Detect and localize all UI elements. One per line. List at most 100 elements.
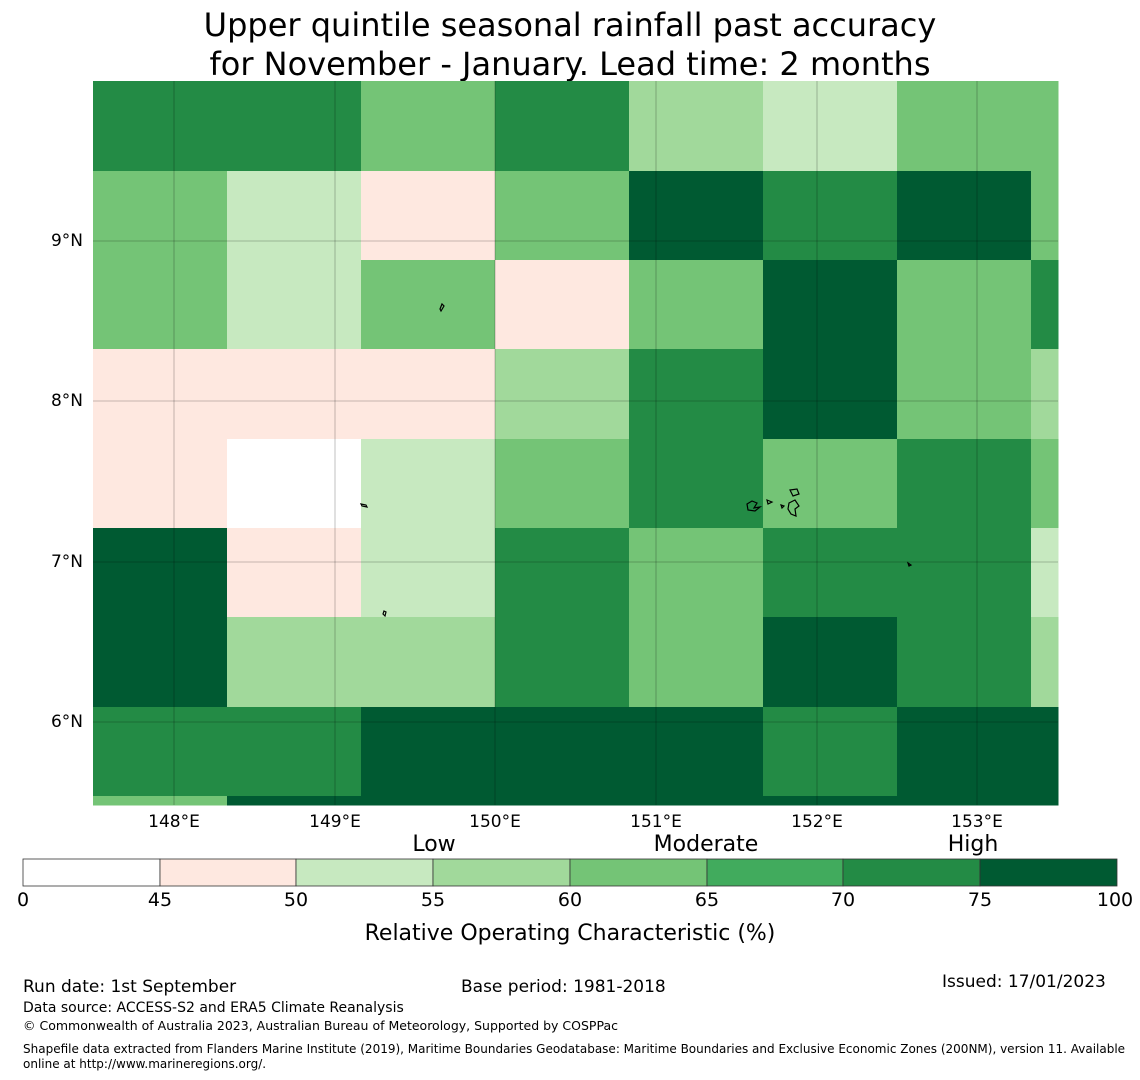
grid-cell [93, 707, 228, 797]
grid-cell [629, 707, 764, 797]
island-outlines [359, 302, 913, 618]
copyright-notice: © Commonwealth of Australia 2023, Austra… [23, 1018, 618, 1033]
grid-cell [897, 796, 1032, 806]
base-period: Base period: 1981-2018 [461, 977, 666, 997]
grid-cell [495, 349, 630, 440]
grid-cell [897, 349, 1032, 440]
island-outline [382, 610, 387, 618]
grid-cell [629, 81, 764, 172]
grid-cell [227, 796, 362, 806]
grid-cell [93, 171, 228, 261]
grid-cell [1031, 796, 1059, 806]
grid-cell [629, 528, 764, 618]
grid-cell [227, 171, 362, 261]
grid-cell [495, 528, 630, 618]
grid-cell [763, 528, 898, 618]
grid-cell [93, 81, 228, 172]
grid-cell [1031, 349, 1059, 440]
grid-cell [629, 796, 764, 806]
colorbar-swatch [295, 858, 434, 887]
grid-cell [495, 796, 630, 806]
island-outline [789, 488, 800, 497]
island-outline [906, 561, 913, 567]
grid-cell [495, 81, 630, 172]
grid-cell [361, 707, 496, 797]
grid-cell [763, 171, 898, 261]
grid-cell [93, 349, 228, 440]
grid-cell [361, 439, 496, 529]
grid-cell [1031, 81, 1059, 172]
colorbar-tick-75: 75 [967, 889, 993, 911]
colorbar-swatch [159, 858, 297, 887]
island-outline [780, 504, 786, 510]
grid-cell [227, 617, 362, 708]
grid-cell [361, 171, 496, 261]
grid-cell [361, 260, 496, 350]
category-low: Low [412, 832, 456, 857]
grid-cell [227, 528, 362, 618]
shapefile-credit: Shapefile data extracted from Flanders M… [23, 1042, 1126, 1071]
grid-cell [227, 81, 362, 172]
lon-label-149e: 149°E [309, 812, 361, 832]
grid-cell [361, 528, 496, 618]
rainfall-accuracy-map [93, 81, 1059, 806]
grid-cell [227, 707, 362, 797]
lon-label-151e: 151°E [630, 812, 682, 832]
island-outline [746, 500, 763, 512]
island-outline [359, 503, 369, 508]
grid-cell [495, 439, 630, 529]
grid-cell [495, 617, 630, 708]
grid-cell [763, 617, 898, 708]
island-outline [766, 499, 774, 505]
colorbar-swatch [979, 858, 1118, 887]
grid-cell [93, 439, 228, 529]
grid-cells [93, 81, 1059, 806]
grid-cell [629, 439, 764, 529]
grid-cell [897, 528, 1032, 618]
grid-cell [93, 617, 228, 708]
grid-cell [361, 81, 496, 172]
data-source: Data source: ACCESS-S2 and ERA5 Climate … [23, 1000, 404, 1016]
grid-cell [629, 171, 764, 261]
grid-cell [227, 349, 362, 440]
issued-date: Issued: 17/01/2023 [942, 972, 1106, 992]
grid-cell [227, 439, 362, 529]
grid-cell [897, 707, 1032, 797]
lat-label-7n: 7°N [50, 552, 83, 572]
grid-cell [495, 171, 630, 261]
grid-cell [897, 439, 1032, 529]
grid-cell [1031, 439, 1059, 529]
grid-cell [629, 260, 764, 350]
grid-cell [1031, 260, 1059, 350]
colorbar-label: Relative Operating Characteristic (%) [364, 921, 776, 946]
grid-cell [1031, 528, 1059, 618]
grid-cell [629, 617, 764, 708]
grid-cell [93, 528, 228, 618]
grid-cell [897, 260, 1032, 350]
lon-label-148e: 148°E [148, 812, 200, 832]
graticule [93, 81, 1058, 805]
grid-cell [1031, 707, 1059, 797]
grid-cell [361, 796, 496, 806]
grid-cell [1031, 617, 1059, 708]
map-title-line-2: for November - January. Lead time: 2 mon… [209, 45, 931, 83]
grid-cell [763, 260, 898, 350]
grid-cell [629, 349, 764, 440]
map-title-line-1: Upper quintile seasonal rainfall past ac… [203, 6, 937, 44]
lon-label-152e: 152°E [791, 812, 843, 832]
run-date: Run date: 1st September [23, 977, 237, 997]
grid-cell [93, 796, 228, 806]
colorbar-swatch [706, 858, 844, 887]
category-high: High [947, 832, 999, 857]
island-outline [439, 302, 445, 313]
category-moderate: Moderate [653, 832, 759, 857]
colorbar-tick-45: 45 [147, 889, 173, 911]
colorbar-swatch [842, 858, 981, 887]
grid-cell [897, 171, 1032, 261]
grid-cell [495, 260, 630, 350]
colorbar-swatches [22, 858, 1118, 887]
grid-cell [897, 81, 1032, 172]
grid-cell [763, 349, 898, 440]
grid-cell [361, 349, 496, 440]
colorbar-tick-70: 70 [830, 889, 856, 911]
